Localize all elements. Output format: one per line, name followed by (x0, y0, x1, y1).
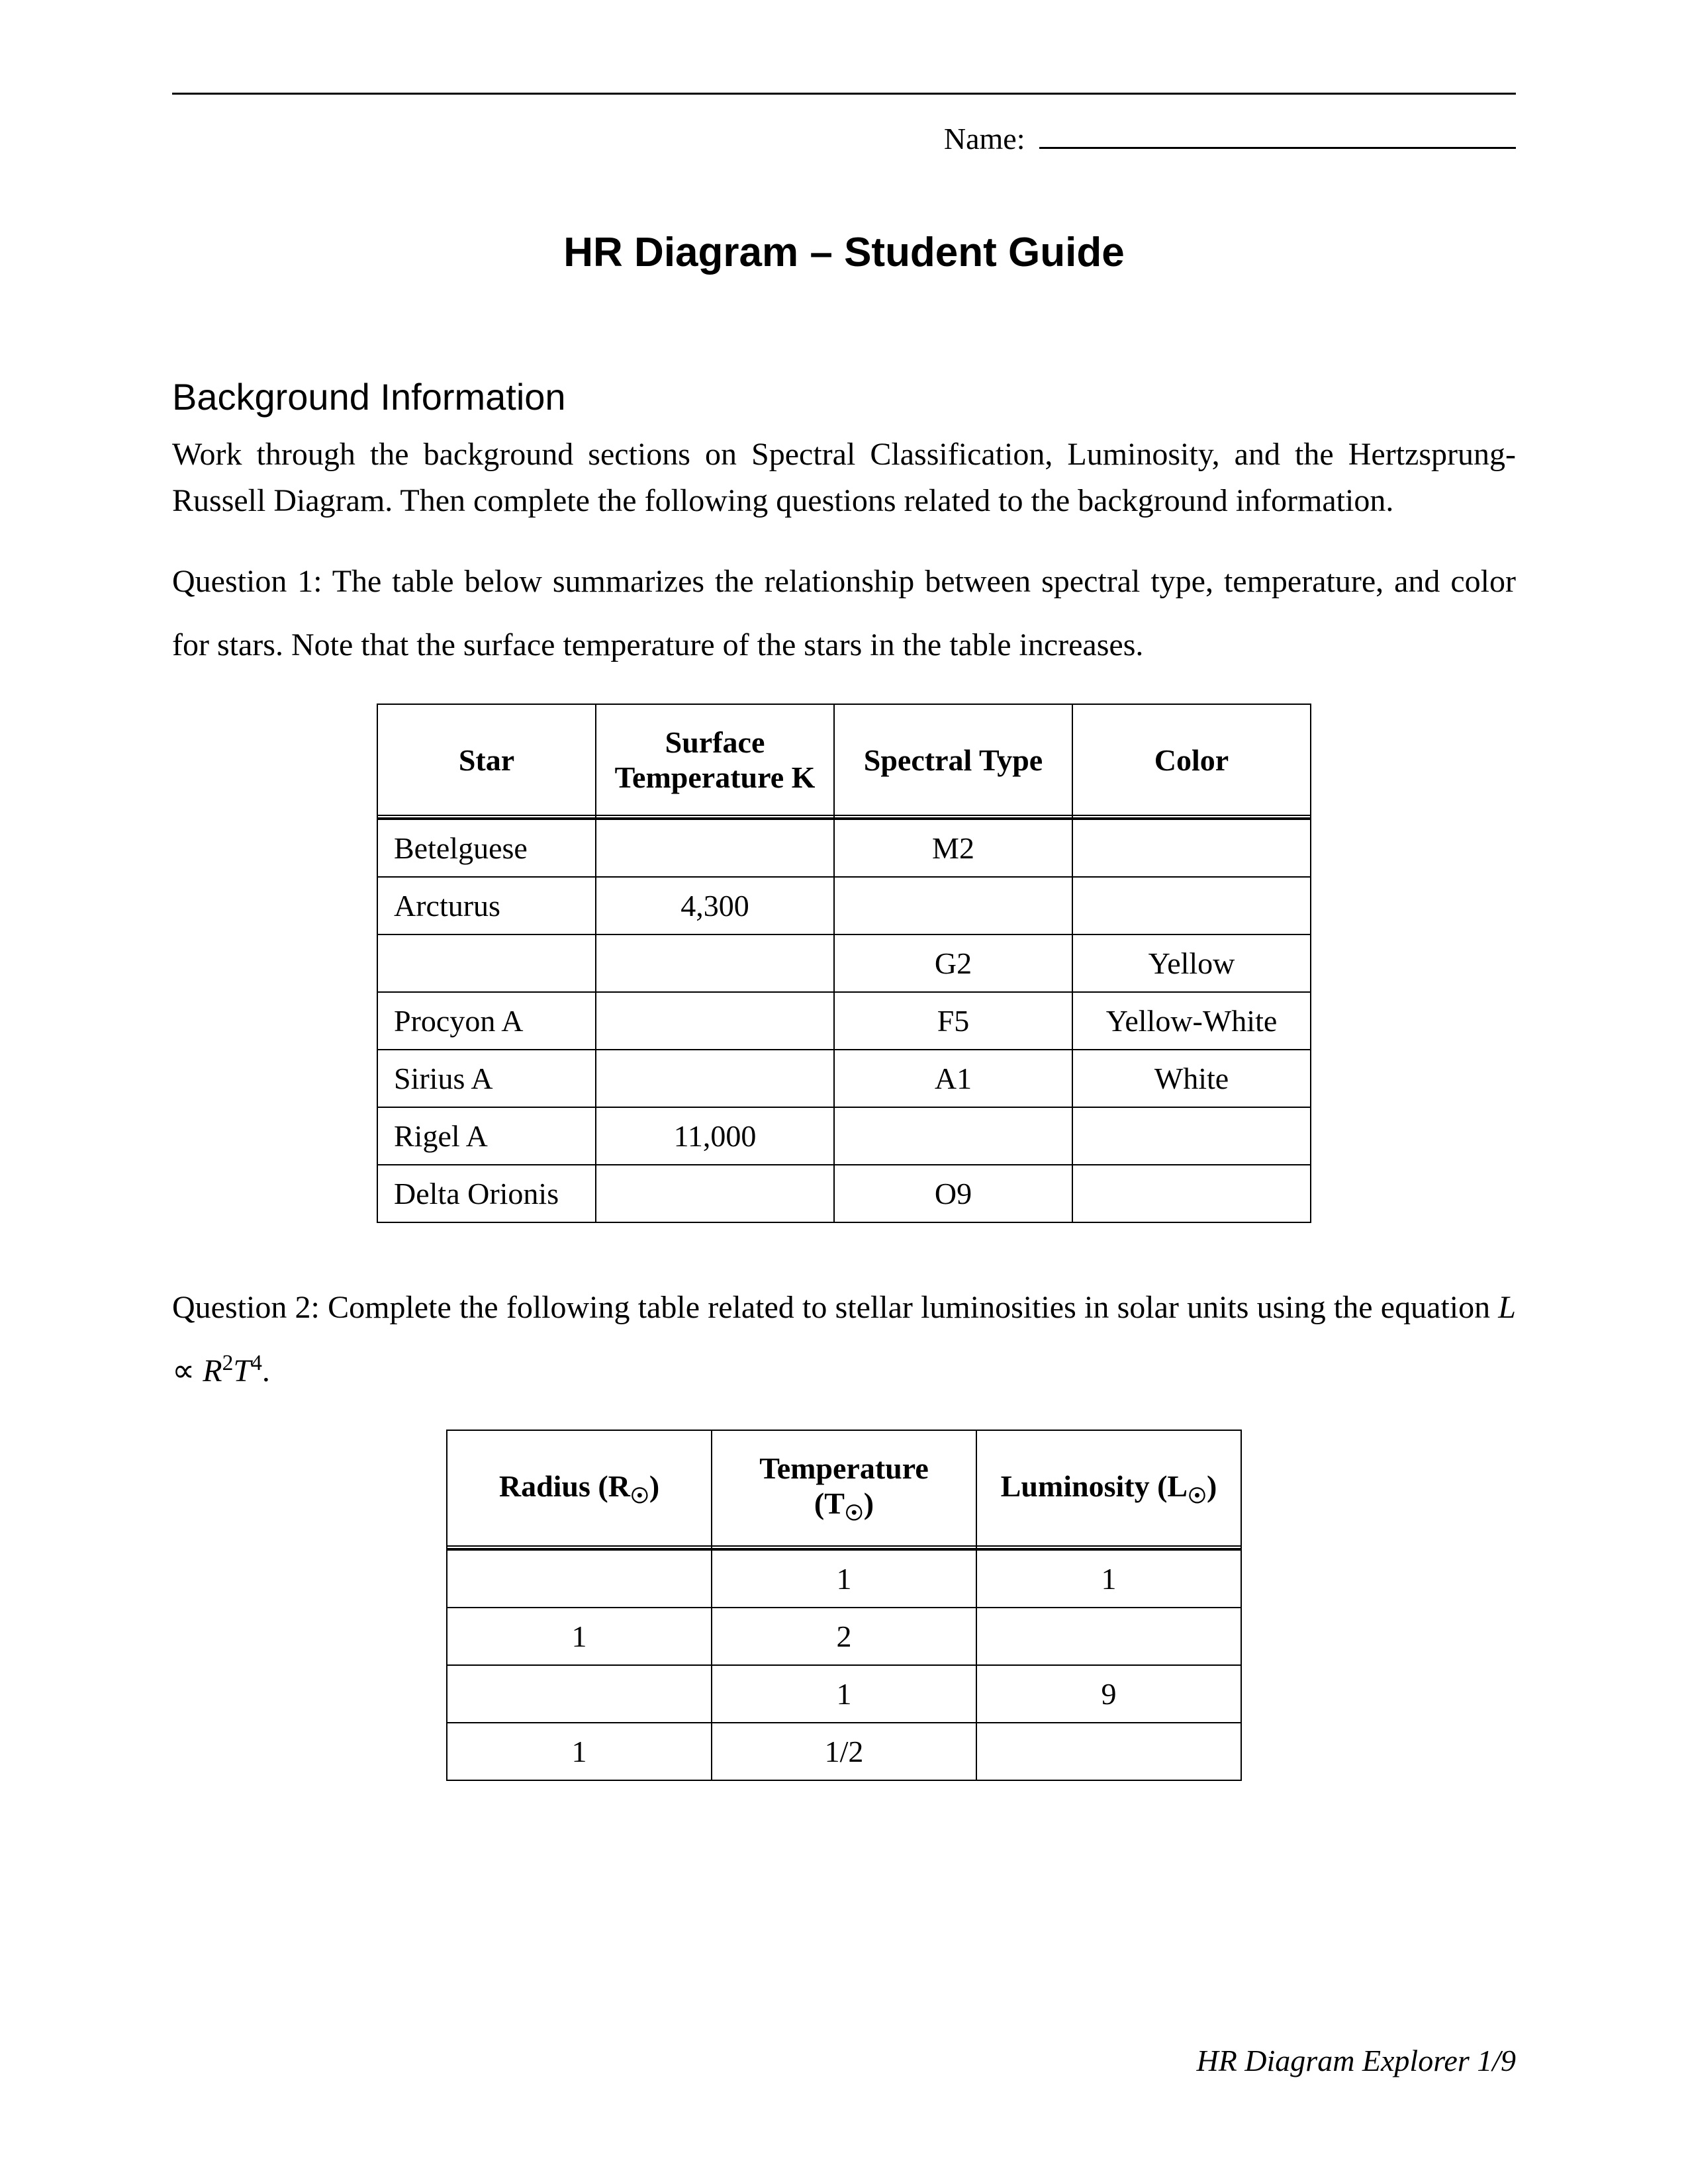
cell[interactable] (834, 877, 1072, 934)
table-header-row: Star Surface Temperature K Spectral Type… (377, 704, 1311, 815)
cell: Rigel A (377, 1107, 596, 1165)
cell[interactable] (377, 934, 596, 992)
cell[interactable] (1072, 1165, 1311, 1222)
equation-luminosity: L (1498, 1290, 1516, 1325)
cell[interactable] (596, 1050, 834, 1107)
question-2-suffix: . (262, 1353, 270, 1388)
equation-t: T (233, 1353, 251, 1388)
cell: 1 (712, 1550, 976, 1608)
table-row: Delta Orionis O9 (377, 1165, 1311, 1222)
cell[interactable] (1072, 819, 1311, 877)
cell: F5 (834, 992, 1072, 1050)
cell: 11,000 (596, 1107, 834, 1165)
cell: Sirius A (377, 1050, 596, 1107)
cell: M2 (834, 819, 1072, 877)
cell: A1 (834, 1050, 1072, 1107)
table-row: Arcturus 4,300 (377, 877, 1311, 934)
cell[interactable] (447, 1665, 712, 1723)
cell[interactable] (596, 819, 834, 877)
cell[interactable] (976, 1608, 1241, 1665)
equation-r: R (203, 1353, 222, 1388)
footer-title: HR Diagram Explorer (1196, 2044, 1477, 2077)
cell[interactable] (596, 934, 834, 992)
name-blank-line[interactable] (1039, 122, 1516, 149)
col-header-surface-temp: Surface Temperature K (596, 704, 834, 815)
cell: 1 (447, 1608, 712, 1665)
cell: 1/2 (712, 1723, 976, 1780)
col-header-spectral-type: Spectral Type (834, 704, 1072, 815)
section-heading-background: Background Information (172, 375, 1516, 418)
cell: Yellow (1072, 934, 1311, 992)
name-field-row: Name: (172, 121, 1516, 156)
table-header-double-rule (447, 1546, 1241, 1549)
col-header-radius: Radius (R☉) (447, 1430, 712, 1546)
cell: O9 (834, 1165, 1072, 1222)
name-label: Name: (944, 121, 1025, 156)
cell: 1 (712, 1665, 976, 1723)
cell: Arcturus (377, 877, 596, 934)
footer-page-sep: / (1492, 2044, 1501, 2077)
cell: Delta Orionis (377, 1165, 596, 1222)
table-row: 1 2 (447, 1608, 1241, 1665)
col-header-color: Color (1072, 704, 1311, 815)
question-1-text: Question 1: The table below summarizes t… (172, 550, 1516, 677)
table-row: 1 1/2 (447, 1723, 1241, 1780)
cell[interactable] (834, 1107, 1072, 1165)
spectral-type-table: Star Surface Temperature K Spectral Type… (377, 704, 1311, 1223)
cell[interactable] (1072, 877, 1311, 934)
table-row: Procyon A F5 Yellow-White (377, 992, 1311, 1050)
cell[interactable] (596, 1165, 834, 1222)
page-footer: HR Diagram Explorer 1/9 (1196, 2043, 1516, 2078)
table-row: Betelguese M2 (377, 819, 1311, 877)
cell[interactable] (447, 1550, 712, 1608)
top-horizontal-rule (172, 93, 1516, 95)
question-2-prefix: Question 2: Complete the following table… (172, 1290, 1498, 1325)
cell: Yellow-White (1072, 992, 1311, 1050)
table-row: Sirius A A1 White (377, 1050, 1311, 1107)
cell[interactable] (1072, 1107, 1311, 1165)
table-row: 1 1 (447, 1550, 1241, 1608)
question-2-text: Question 2: Complete the following table… (172, 1276, 1516, 1403)
footer-page-current: 1 (1477, 2044, 1492, 2077)
cell: G2 (834, 934, 1072, 992)
col-header-luminosity: Luminosity (L☉) (976, 1430, 1241, 1546)
background-intro-paragraph: Work through the background sections on … (172, 432, 1516, 523)
footer-page-total: 9 (1501, 2044, 1516, 2077)
cell: 1 (447, 1723, 712, 1780)
cell: Procyon A (377, 992, 596, 1050)
luminosity-table: Radius (R☉) Temperature (T☉) Luminosity … (446, 1430, 1242, 1781)
cell: White (1072, 1050, 1311, 1107)
table-row: G2 Yellow (377, 934, 1311, 992)
cell: 4,300 (596, 877, 834, 934)
worksheet-page: Name: HR Diagram – Student Guide Backgro… (0, 0, 1688, 2184)
cell[interactable] (976, 1723, 1241, 1780)
col-header-temperature: Temperature (T☉) (712, 1430, 976, 1546)
col-header-star: Star (377, 704, 596, 815)
cell: 9 (976, 1665, 1241, 1723)
table-header-row: Radius (R☉) Temperature (T☉) Luminosity … (447, 1430, 1241, 1546)
page-title: HR Diagram – Student Guide (172, 229, 1516, 276)
table-row: Rigel A 11,000 (377, 1107, 1311, 1165)
cell: 2 (712, 1608, 976, 1665)
cell: 1 (976, 1550, 1241, 1608)
table-header-double-rule (377, 815, 1311, 818)
table-row: 1 9 (447, 1665, 1241, 1723)
cell: Betelguese (377, 819, 596, 877)
cell[interactable] (596, 992, 834, 1050)
